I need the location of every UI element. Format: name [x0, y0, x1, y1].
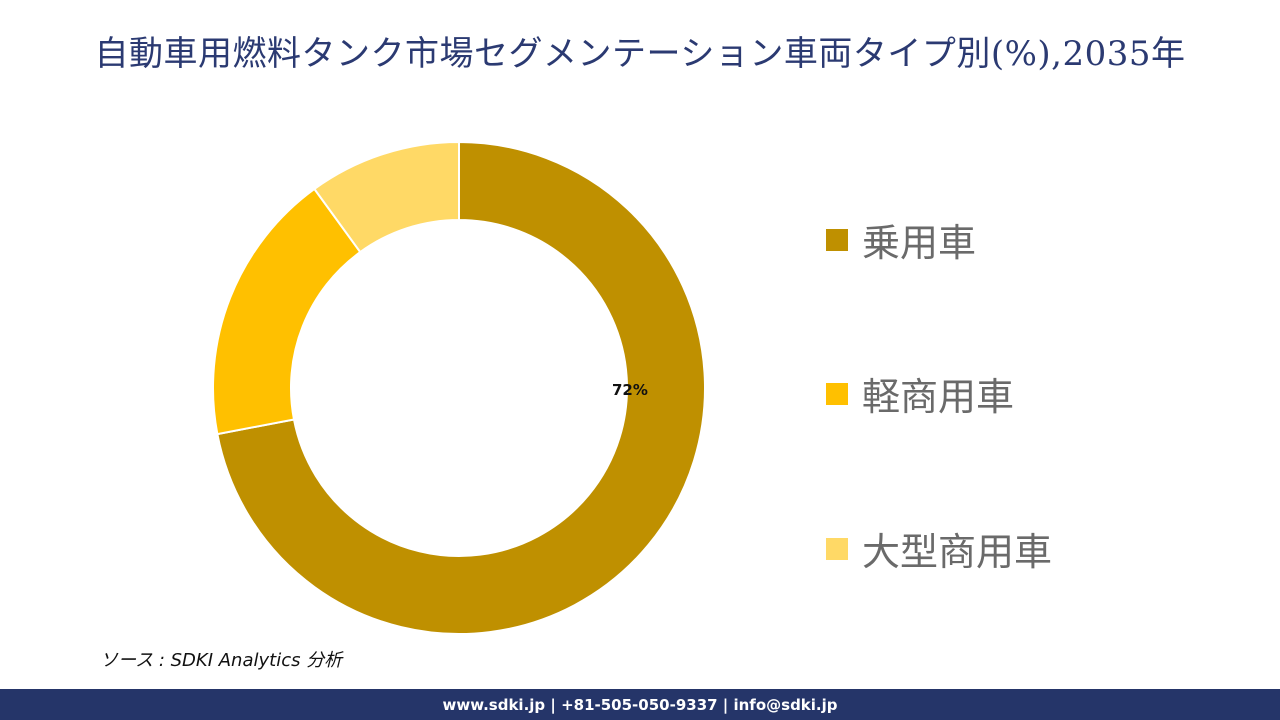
legend-label: 大型商用車 [862, 530, 1053, 574]
donut-slice-2 [313, 140, 460, 254]
legend-item-light-commercial: 軽商用車 [826, 366, 1014, 421]
donut-chart: 72% [200, 130, 720, 650]
legend-swatch-heavy-commercial [826, 537, 848, 560]
legend-label: 乗用車 [862, 221, 977, 265]
legend-swatch-passenger-car [826, 228, 848, 251]
footer-bar: www.sdki.jp | +81-505-050-9337 | info@sd… [0, 689, 1280, 720]
donut-slice-0 [216, 140, 706, 635]
legend-item-heavy-commercial: 大型商用車 [826, 521, 1052, 576]
data-label-passenger-car: 72% [612, 381, 648, 399]
source-note: ソース : SDKI Analytics 分析 [100, 650, 343, 671]
chart-title: 自動車用燃料タンク市場セグメンテーション車両タイプ別(%),2035年 [94, 34, 1186, 74]
donut-svg [212, 140, 706, 635]
donut-slice-1 [212, 187, 362, 436]
legend-swatch-light-commercial [826, 382, 848, 405]
footer-contact: www.sdki.jp | +81-505-050-9337 | info@sd… [442, 695, 838, 714]
legend-label: 軽商用車 [862, 375, 1015, 419]
legend-item-passenger-car: 乗用車 [826, 212, 976, 267]
